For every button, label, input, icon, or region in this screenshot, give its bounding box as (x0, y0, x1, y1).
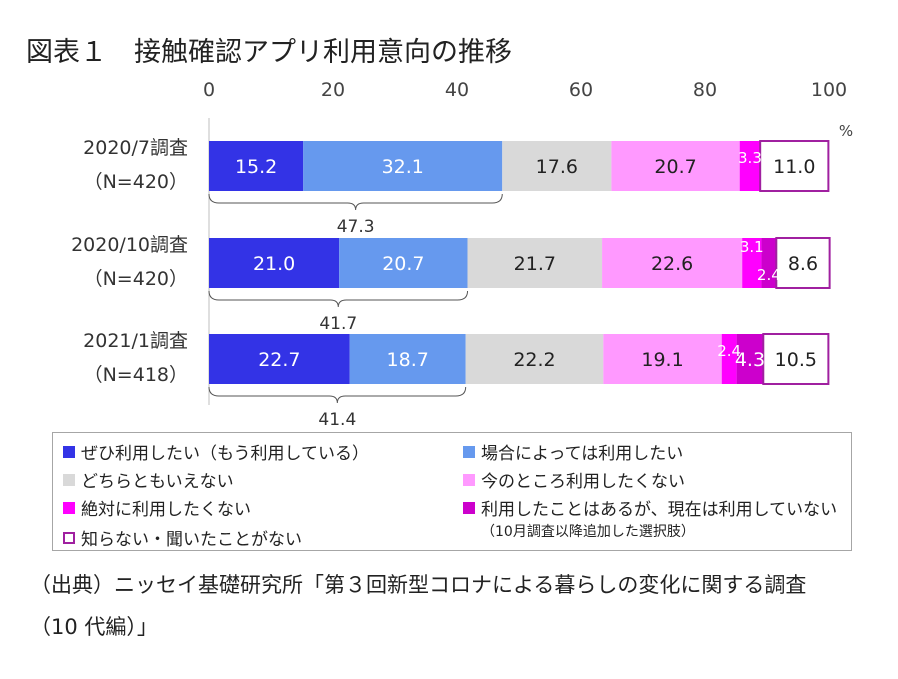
bar-data-label: 15.2 (235, 156, 277, 178)
unit-label: % (839, 122, 853, 140)
bar-segment (339, 238, 468, 288)
bracket-total-label: 47.3 (337, 217, 375, 237)
bracket-total-label: 41.4 (318, 410, 356, 430)
legend-item-never: 絶対に利用したくない (63, 495, 251, 520)
legend-item-depends: 場合によっては利用したい (463, 439, 683, 464)
category-label: 2020/7調査 (83, 137, 188, 159)
legend-item-neither: どちらともいえない (63, 467, 234, 492)
x-tick-label: 80 (693, 79, 717, 101)
legend-label: 今のところ利用したくない (481, 472, 685, 492)
bar-segment (467, 238, 603, 288)
bar-data-label: 32.1 (382, 156, 424, 178)
bar-data-label: 8.6 (788, 253, 818, 275)
bar-data-label: 11.0 (773, 156, 815, 178)
bar-data-label: 18.7 (387, 349, 429, 371)
legend-swatch (63, 531, 75, 544)
bar-segment (465, 334, 604, 384)
x-tick-label: 60 (569, 79, 593, 101)
bar-segment (736, 334, 764, 384)
bar-data-label: 22.7 (258, 349, 300, 371)
x-tick-label: 0 (203, 79, 215, 101)
legend: ぜひ利用したい（もう利用している） 場合によっては利用したい どちらともいえない… (52, 432, 852, 551)
legend-item-unknown: 知らない・聞いたことがない (63, 525, 302, 550)
bar-segment (603, 334, 722, 384)
bar-segment (761, 238, 777, 288)
bar-data-label: 17.6 (536, 156, 578, 178)
total-bracket (208, 290, 469, 308)
bar-segment (602, 238, 743, 288)
bar-segment (742, 238, 762, 288)
legend-label: 知らない・聞いたことがない (81, 530, 302, 550)
x-tick-label: 100 (811, 79, 847, 101)
total-bracket (208, 193, 503, 211)
legend-item-definitely-use: ぜひ利用したい（もう利用している） (63, 439, 369, 464)
source-line-2: （10 代編）」 (30, 615, 158, 639)
legend-label: ぜひ利用したい（もう利用している） (81, 444, 369, 464)
bar-data-label: 19.1 (641, 349, 683, 371)
total-bracket (208, 386, 467, 404)
legend-label: 利用したことはあるが、現在は利用していない (481, 500, 838, 520)
bar-data-label: 20.7 (382, 253, 424, 275)
bar-segment (303, 141, 503, 191)
legend-label: 絶対に利用したくない (81, 500, 251, 520)
bar-data-label: 3.1 (740, 238, 764, 256)
bar-data-label: 21.0 (253, 253, 295, 275)
bar-data-label: 20.7 (654, 156, 696, 178)
bar-segment (349, 334, 466, 384)
bar-data-label: 22.2 (513, 349, 555, 371)
bar-segment (611, 141, 740, 191)
category-label: 2021/1調査 (83, 330, 188, 352)
bar-data-label: 21.7 (514, 253, 556, 275)
category-label: 2020/10調査 (71, 234, 188, 256)
bar-segment (209, 334, 350, 384)
legend-item-not-now: 今のところ利用したくない (463, 467, 685, 492)
bracket-total-label: 41.7 (319, 314, 357, 334)
bar-data-label: 10.5 (775, 349, 817, 371)
legend-note: （10月調査以降追加した選択肢） (481, 524, 695, 540)
bar-data-label: 22.6 (651, 253, 693, 275)
x-tick-label: 40 (445, 79, 469, 101)
bar-segment (502, 141, 612, 191)
bar-segment (209, 238, 340, 288)
category-sublabel: （N=420） (84, 268, 188, 290)
legend-label: 場合によっては利用したい (481, 444, 684, 464)
legend-swatch (463, 473, 475, 486)
legend-item-used-before: 利用したことはあるが、現在は利用していない (463, 495, 837, 520)
bar-segment (775, 237, 831, 289)
bar-data-label: 3.3 (738, 149, 762, 167)
legend-swatch (63, 501, 75, 514)
category-sublabel: （N=420） (84, 171, 188, 193)
bar-segment (762, 333, 830, 385)
bar-data-label: 2.4 (757, 266, 781, 284)
page-title: 図表１ 接触確認アプリ利用意向の推移 (26, 37, 512, 68)
legend-label: どちらともいえない (81, 472, 234, 492)
legend-swatch (63, 473, 75, 486)
legend-swatch (63, 445, 75, 458)
legend-swatch (463, 445, 475, 458)
source-line-1: （出典）ニッセイ基礎研究所「第３回新型コロナによる暮らしの変化に関する調査 (30, 573, 807, 597)
bar-data-label: 2.4 (717, 342, 741, 360)
bar-segment (209, 141, 304, 191)
stacked-bar-chart: 0 20 40 60 80 100% 2020/7調査 （N=420） 15.2 32.1 17.6… (71, 79, 853, 430)
category-sublabel: （N=418） (84, 364, 188, 386)
bar-segment (759, 140, 830, 192)
bar-segment (721, 334, 737, 384)
bar-data-label: 4.3 (735, 349, 765, 371)
legend-swatch (463, 501, 475, 514)
bar-segment (739, 141, 761, 191)
x-tick-label: 20 (321, 79, 345, 101)
